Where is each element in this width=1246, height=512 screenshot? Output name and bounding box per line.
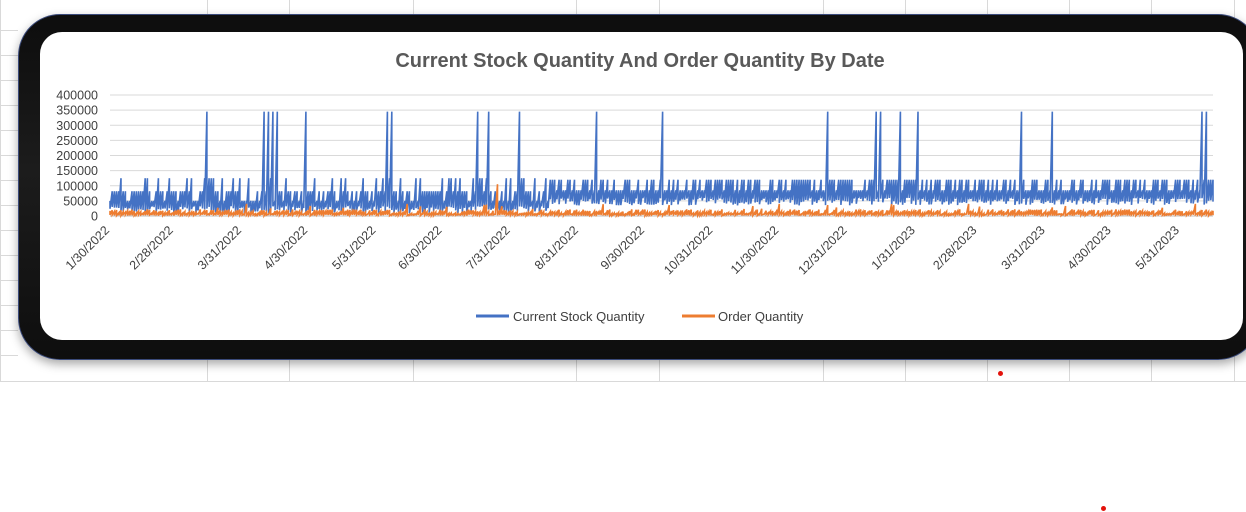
legend[interactable]: Current Stock Quantity Order Quantity [476, 309, 804, 324]
x-tick-label: 11/30/2022 [728, 223, 782, 277]
chart-area[interactable]: Current Stock Quantity And Order Quantit… [40, 32, 1243, 340]
legend-label-current-stock-quantity: Current Stock Quantity [513, 309, 645, 324]
chart-title: Current Stock Quantity And Order Quantit… [395, 50, 884, 72]
x-tick-label: 2/28/2023 [930, 223, 979, 272]
series-current-stock-quantity [109, 111, 1214, 214]
x-tick-label: 3/31/2022 [195, 223, 244, 272]
red-dot [1101, 506, 1106, 511]
y-tick-label: 200000 [56, 149, 98, 163]
y-axis: 4000003500003000002500002000001500001000… [56, 89, 98, 224]
line-order-quantity [109, 184, 1214, 219]
series-order-quantity [109, 184, 1214, 219]
y-tick-label: 100000 [56, 179, 98, 193]
x-tick-label: 10/31/2022 [661, 223, 715, 277]
x-tick-label: 9/30/2022 [598, 223, 647, 272]
legend-label-order-quantity: Order Quantity [718, 309, 804, 324]
x-tick-label: 6/30/2022 [395, 223, 444, 272]
y-tick-label: 350000 [56, 104, 98, 118]
x-tick-label: 2/28/2022 [127, 223, 176, 272]
red-dot [998, 371, 1003, 376]
y-tick-label: 300000 [56, 119, 98, 133]
x-axis: 1/30/2022 2/28/2022 3/31/2022 4/30/2022 5/31… [63, 223, 1182, 277]
y-tick-label: 250000 [56, 134, 98, 148]
x-tick-label: 12/31/2022 [796, 223, 850, 277]
line-current-stock-quantity [109, 111, 1214, 214]
x-tick-label: 5/31/2022 [329, 223, 378, 272]
y-tick-label: 0 [91, 210, 98, 224]
y-tick-label: 400000 [56, 89, 98, 103]
x-tick-label: 5/31/2023 [1133, 223, 1182, 272]
chart-svg: Current Stock Quantity And Order Quantit… [56, 50, 1214, 324]
x-tick-label: 8/31/2022 [532, 223, 581, 272]
x-tick-label: 4/30/2022 [261, 223, 310, 272]
x-tick-label: 1/31/2023 [869, 223, 918, 272]
y-tick-label: 150000 [56, 164, 98, 178]
x-tick-label: 4/30/2023 [1065, 223, 1114, 272]
x-tick-label: 7/31/2022 [464, 223, 513, 272]
x-tick-label: 1/30/2022 [63, 223, 112, 272]
x-tick-label: 3/31/2023 [999, 223, 1048, 272]
y-tick-label: 50000 [63, 194, 98, 208]
